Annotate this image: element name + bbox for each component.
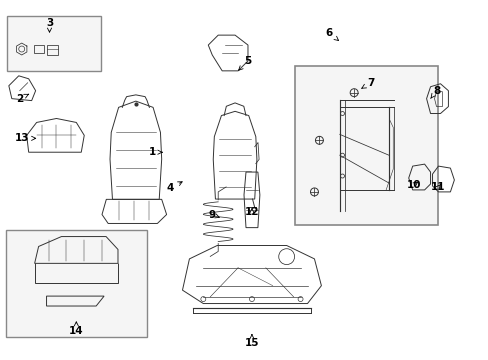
Text: 13: 13: [15, 133, 36, 143]
Text: 5: 5: [238, 56, 251, 70]
Bar: [294, 66, 438, 225]
Text: 1: 1: [149, 147, 162, 157]
Text: 2: 2: [16, 94, 29, 104]
Text: 4: 4: [166, 182, 182, 193]
Text: 7: 7: [361, 78, 374, 88]
Text: 11: 11: [430, 182, 445, 192]
Text: 10: 10: [406, 180, 420, 190]
Text: 12: 12: [244, 207, 259, 217]
Bar: [7, 16, 101, 71]
Bar: [34, 45, 43, 53]
Text: 15: 15: [244, 334, 259, 348]
Bar: [6, 230, 146, 337]
Text: 14: 14: [69, 322, 83, 336]
Bar: [46, 45, 59, 55]
Text: 8: 8: [430, 86, 439, 99]
Text: 6: 6: [325, 28, 338, 41]
Text: 3: 3: [46, 18, 53, 32]
Text: 9: 9: [208, 210, 219, 220]
